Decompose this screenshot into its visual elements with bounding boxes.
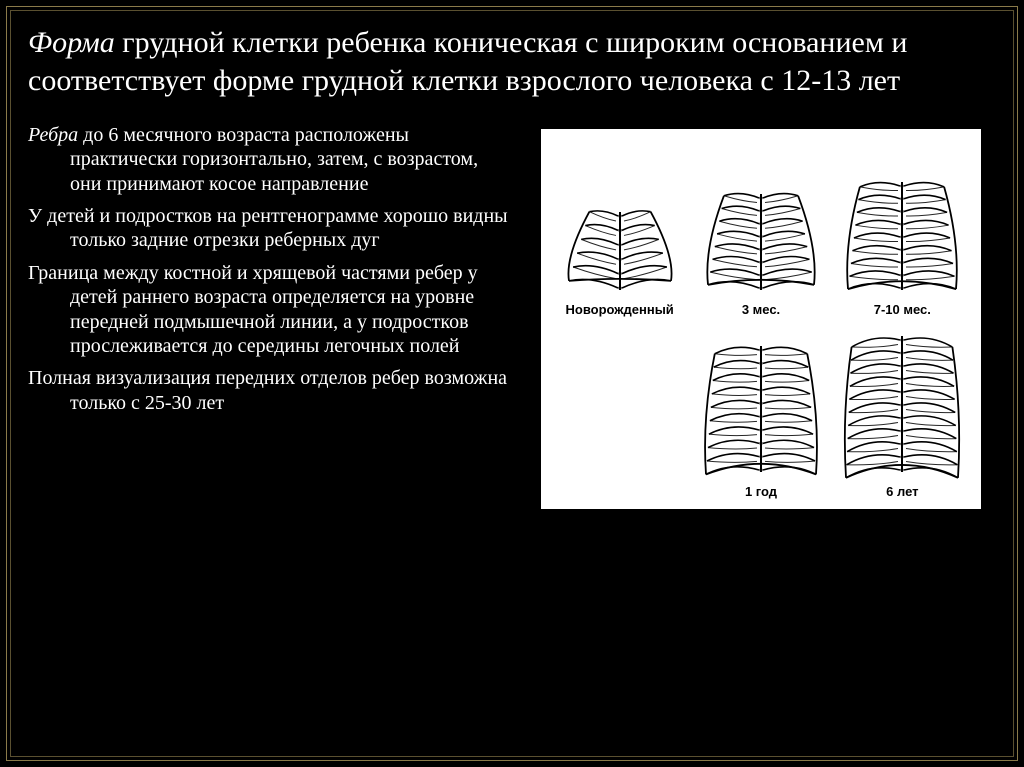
page-title: Форма грудной клетки ребенка коническая … <box>28 24 996 101</box>
ribcage-figure: Новорожденный 3 мес. 7-10 мес. 1 год 6 лет <box>541 129 981 509</box>
ribcage-caption: 1 год <box>745 484 777 499</box>
ribcage-cell: 6 лет <box>834 325 971 499</box>
ribcage-cell: 7-10 мес. <box>834 143 971 317</box>
para-text: Граница между костной и хрящевой частями… <box>28 262 478 357</box>
ribcage-caption: 6 лет <box>886 484 918 499</box>
paragraph: Полная визуализация передних отделов реб… <box>28 366 508 415</box>
para-text: У детей и подростков на рентгенограмме х… <box>28 205 508 251</box>
ribcage-cell: Новорожденный <box>551 143 688 317</box>
ribcage-cell: 1 год <box>692 325 829 499</box>
title-italic: Форма <box>28 26 115 59</box>
para-italic: Ребра <box>28 124 78 146</box>
slide-content: Форма грудной клетки ребенка коническая … <box>28 24 996 743</box>
ribcage-cell: 3 мес. <box>692 143 829 317</box>
title-rest: грудной клетки ребенка коническая с широ… <box>28 26 907 97</box>
paragraph: Граница между костной и хрящевой частями… <box>28 261 508 359</box>
ribcage-caption: Новорожденный <box>566 302 674 317</box>
ribcage-caption: 7-10 мес. <box>874 302 931 317</box>
figure-column: Новорожденный 3 мес. 7-10 мес. 1 год 6 лет <box>526 123 996 509</box>
ribcage-caption: 3 мес. <box>742 302 780 317</box>
para-text: до 6 месячного возраста расположены прак… <box>70 124 478 195</box>
paragraph: Ребра до 6 месячного возраста расположен… <box>28 123 508 196</box>
paragraph: У детей и подростков на рентгенограмме х… <box>28 204 508 253</box>
para-text: Полная визуализация передних отделов реб… <box>28 367 507 413</box>
ribcage-cell <box>551 325 688 499</box>
text-column: Ребра до 6 месячного возраста расположен… <box>28 123 508 509</box>
main-row: Ребра до 6 месячного возраста расположен… <box>28 123 996 509</box>
